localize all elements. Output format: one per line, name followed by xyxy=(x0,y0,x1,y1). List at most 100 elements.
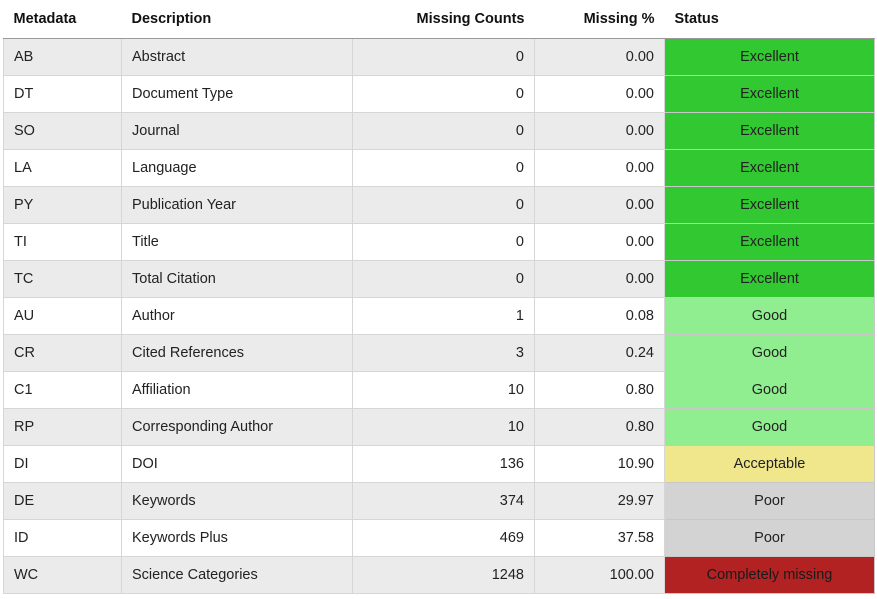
cell-missing-pct: 0.00 xyxy=(534,186,665,224)
cell-missing-pct: 0.00 xyxy=(534,112,665,150)
cell-missing-counts: 3 xyxy=(352,334,535,372)
header-missing-pct[interactable]: Missing % xyxy=(534,0,665,39)
cell-status: Excellent xyxy=(664,223,875,261)
table-row: CR Cited References 3 0.24 Good xyxy=(3,334,875,372)
cell-status: Poor xyxy=(664,519,875,557)
cell-description: Publication Year xyxy=(121,186,353,224)
cell-status: Poor xyxy=(664,482,875,520)
cell-description: Total Citation xyxy=(121,260,353,298)
cell-missing-counts: 136 xyxy=(352,445,535,483)
cell-missing-counts: 0 xyxy=(352,112,535,150)
cell-metadata: AU xyxy=(3,297,122,335)
cell-missing-counts: 0 xyxy=(352,260,535,298)
cell-status: Excellent xyxy=(664,149,875,187)
cell-missing-counts: 10 xyxy=(352,408,535,446)
cell-missing-pct: 0.80 xyxy=(534,408,665,446)
cell-status: Excellent xyxy=(664,186,875,224)
cell-metadata: TC xyxy=(3,260,122,298)
cell-missing-pct: 0.00 xyxy=(534,149,665,187)
cell-description: Language xyxy=(121,149,353,187)
cell-missing-pct: 0.08 xyxy=(534,297,665,335)
cell-description: Abstract xyxy=(121,38,353,76)
cell-status: Good xyxy=(664,408,875,446)
table-row: TC Total Citation 0 0.00 Excellent xyxy=(3,260,875,298)
cell-description: Title xyxy=(121,223,353,261)
cell-description: Keywords xyxy=(121,482,353,520)
header-row: Metadata Description Missing Counts Miss… xyxy=(3,0,875,39)
cell-metadata: SO xyxy=(3,112,122,150)
cell-description: Cited References xyxy=(121,334,353,372)
cell-status: Excellent xyxy=(664,260,875,298)
cell-metadata: AB xyxy=(3,38,122,76)
header-description[interactable]: Description xyxy=(121,0,353,39)
cell-metadata: LA xyxy=(3,149,122,187)
missing-data-table-container: Metadata Description Missing Counts Miss… xyxy=(3,0,875,594)
cell-missing-counts: 1 xyxy=(352,297,535,335)
table-row: C1 Affiliation 10 0.80 Good xyxy=(3,371,875,409)
cell-missing-counts: 0 xyxy=(352,38,535,76)
cell-status: Completely missing xyxy=(664,556,875,594)
cell-missing-pct: 0.24 xyxy=(534,334,665,372)
cell-description: Journal xyxy=(121,112,353,150)
cell-description: Keywords Plus xyxy=(121,519,353,557)
table-header: Metadata Description Missing Counts Miss… xyxy=(3,0,875,39)
cell-status: Excellent xyxy=(664,112,875,150)
cell-description: Affiliation xyxy=(121,371,353,409)
cell-missing-counts: 0 xyxy=(352,223,535,261)
table-row: ID Keywords Plus 469 37.58 Poor xyxy=(3,519,875,557)
cell-description: Author xyxy=(121,297,353,335)
cell-metadata: DT xyxy=(3,75,122,113)
cell-status: Excellent xyxy=(664,75,875,113)
cell-missing-pct: 37.58 xyxy=(534,519,665,557)
cell-description: DOI xyxy=(121,445,353,483)
cell-missing-pct: 0.00 xyxy=(534,38,665,76)
cell-metadata: CR xyxy=(3,334,122,372)
cell-missing-counts: 10 xyxy=(352,371,535,409)
cell-missing-counts: 1248 xyxy=(352,556,535,594)
cell-description: Document Type xyxy=(121,75,353,113)
header-missing-counts[interactable]: Missing Counts xyxy=(352,0,535,39)
cell-status: Good xyxy=(664,371,875,409)
cell-metadata: WC xyxy=(3,556,122,594)
cell-metadata: RP xyxy=(3,408,122,446)
cell-missing-pct: 100.00 xyxy=(534,556,665,594)
cell-description: Corresponding Author xyxy=(121,408,353,446)
cell-description: Science Categories xyxy=(121,556,353,594)
cell-metadata: DE xyxy=(3,482,122,520)
table-row: TI Title 0 0.00 Excellent xyxy=(3,223,875,261)
cell-missing-counts: 0 xyxy=(352,186,535,224)
table-row: AB Abstract 0 0.00 Excellent xyxy=(3,38,875,76)
table-row: LA Language 0 0.00 Excellent xyxy=(3,149,875,187)
header-metadata[interactable]: Metadata xyxy=(3,0,122,39)
cell-missing-counts: 0 xyxy=(352,149,535,187)
cell-metadata: DI xyxy=(3,445,122,483)
cell-status: Excellent xyxy=(664,38,875,76)
cell-metadata: TI xyxy=(3,223,122,261)
cell-status: Good xyxy=(664,297,875,335)
cell-missing-pct: 0.00 xyxy=(534,260,665,298)
cell-metadata: PY xyxy=(3,186,122,224)
cell-missing-pct: 10.90 xyxy=(534,445,665,483)
table-row: RP Corresponding Author 10 0.80 Good xyxy=(3,408,875,446)
table-row: DT Document Type 0 0.00 Excellent xyxy=(3,75,875,113)
table-row: AU Author 1 0.08 Good xyxy=(3,297,875,335)
cell-missing-pct: 0.00 xyxy=(534,75,665,113)
table-row: WC Science Categories 1248 100.00 Completely… xyxy=(3,556,875,594)
cell-missing-pct: 29.97 xyxy=(534,482,665,520)
cell-missing-counts: 0 xyxy=(352,75,535,113)
cell-status: Good xyxy=(664,334,875,372)
cell-missing-counts: 374 xyxy=(352,482,535,520)
header-status[interactable]: Status xyxy=(664,0,875,39)
cell-missing-pct: 0.80 xyxy=(534,371,665,409)
cell-missing-counts: 469 xyxy=(352,519,535,557)
table-row: DE Keywords 374 29.97 Poor xyxy=(3,482,875,520)
cell-metadata: ID xyxy=(3,519,122,557)
cell-missing-pct: 0.00 xyxy=(534,223,665,261)
table-body: AB Abstract 0 0.00 Excellent DT Document Type 0… xyxy=(3,38,875,594)
table-row: DI DOI 136 10.90 Acceptable xyxy=(3,445,875,483)
table-row: PY Publication Year 0 0.00 Excellent xyxy=(3,186,875,224)
table-row: SO Journal 0 0.00 Excellent xyxy=(3,112,875,150)
cell-status: Acceptable xyxy=(664,445,875,483)
cell-metadata: C1 xyxy=(3,371,122,409)
missing-data-table: Metadata Description Missing Counts Miss… xyxy=(3,0,875,594)
